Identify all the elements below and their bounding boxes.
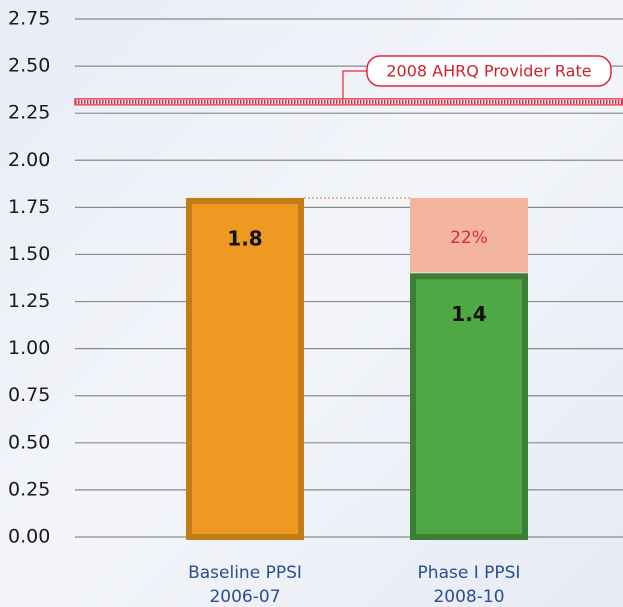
y-tick-label: 1.75 [8,196,50,218]
y-tick-label: 2.75 [8,8,50,30]
x-tick-label: Baseline PPSI [188,563,302,583]
bar [410,273,528,540]
reduction-segment [410,197,528,273]
y-tick-label: 1.00 [8,337,50,359]
y-tick-label: 2.50 [8,55,50,77]
reduction-label: 22% [450,228,488,248]
y-tick-label: 0.25 [8,478,50,500]
x-tick-sublabel: 2008-10 [433,587,504,607]
value-label: 1.4 [451,302,486,326]
y-tick-label: 0.75 [8,384,50,406]
y-tick-label: 0.50 [8,431,50,453]
reference-label-box [366,55,612,87]
y-tick-label: 2.00 [8,149,50,171]
x-tick-sublabel: 2006-07 [209,587,280,607]
y-tick-label: 1.50 [8,243,50,265]
y-tick-label: 0.00 [8,526,50,548]
value-label: 1.8 [227,226,262,250]
bar [186,197,304,540]
y-tick-label: 1.25 [8,290,50,312]
x-tick-label: Phase I PPSI [418,563,521,583]
reference-label: 2008 AHRQ Provider Rate [386,62,591,81]
y-tick-label: 2.25 [8,102,50,124]
reference-connector [342,70,367,99]
